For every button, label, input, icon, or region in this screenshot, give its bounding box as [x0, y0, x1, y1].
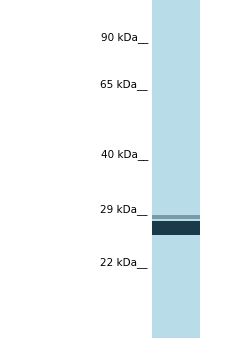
- Text: 29 kDa__: 29 kDa__: [101, 204, 148, 215]
- Text: 65 kDa__: 65 kDa__: [101, 79, 148, 91]
- Text: 22 kDa__: 22 kDa__: [101, 258, 148, 268]
- Bar: [152, 215, 200, 219]
- Bar: [152, 228, 200, 232]
- Text: 90 kDa__: 90 kDa__: [101, 32, 148, 44]
- Text: 40 kDa__: 40 kDa__: [101, 149, 148, 161]
- Bar: [152, 221, 200, 235]
- Bar: [152, 0, 200, 338]
